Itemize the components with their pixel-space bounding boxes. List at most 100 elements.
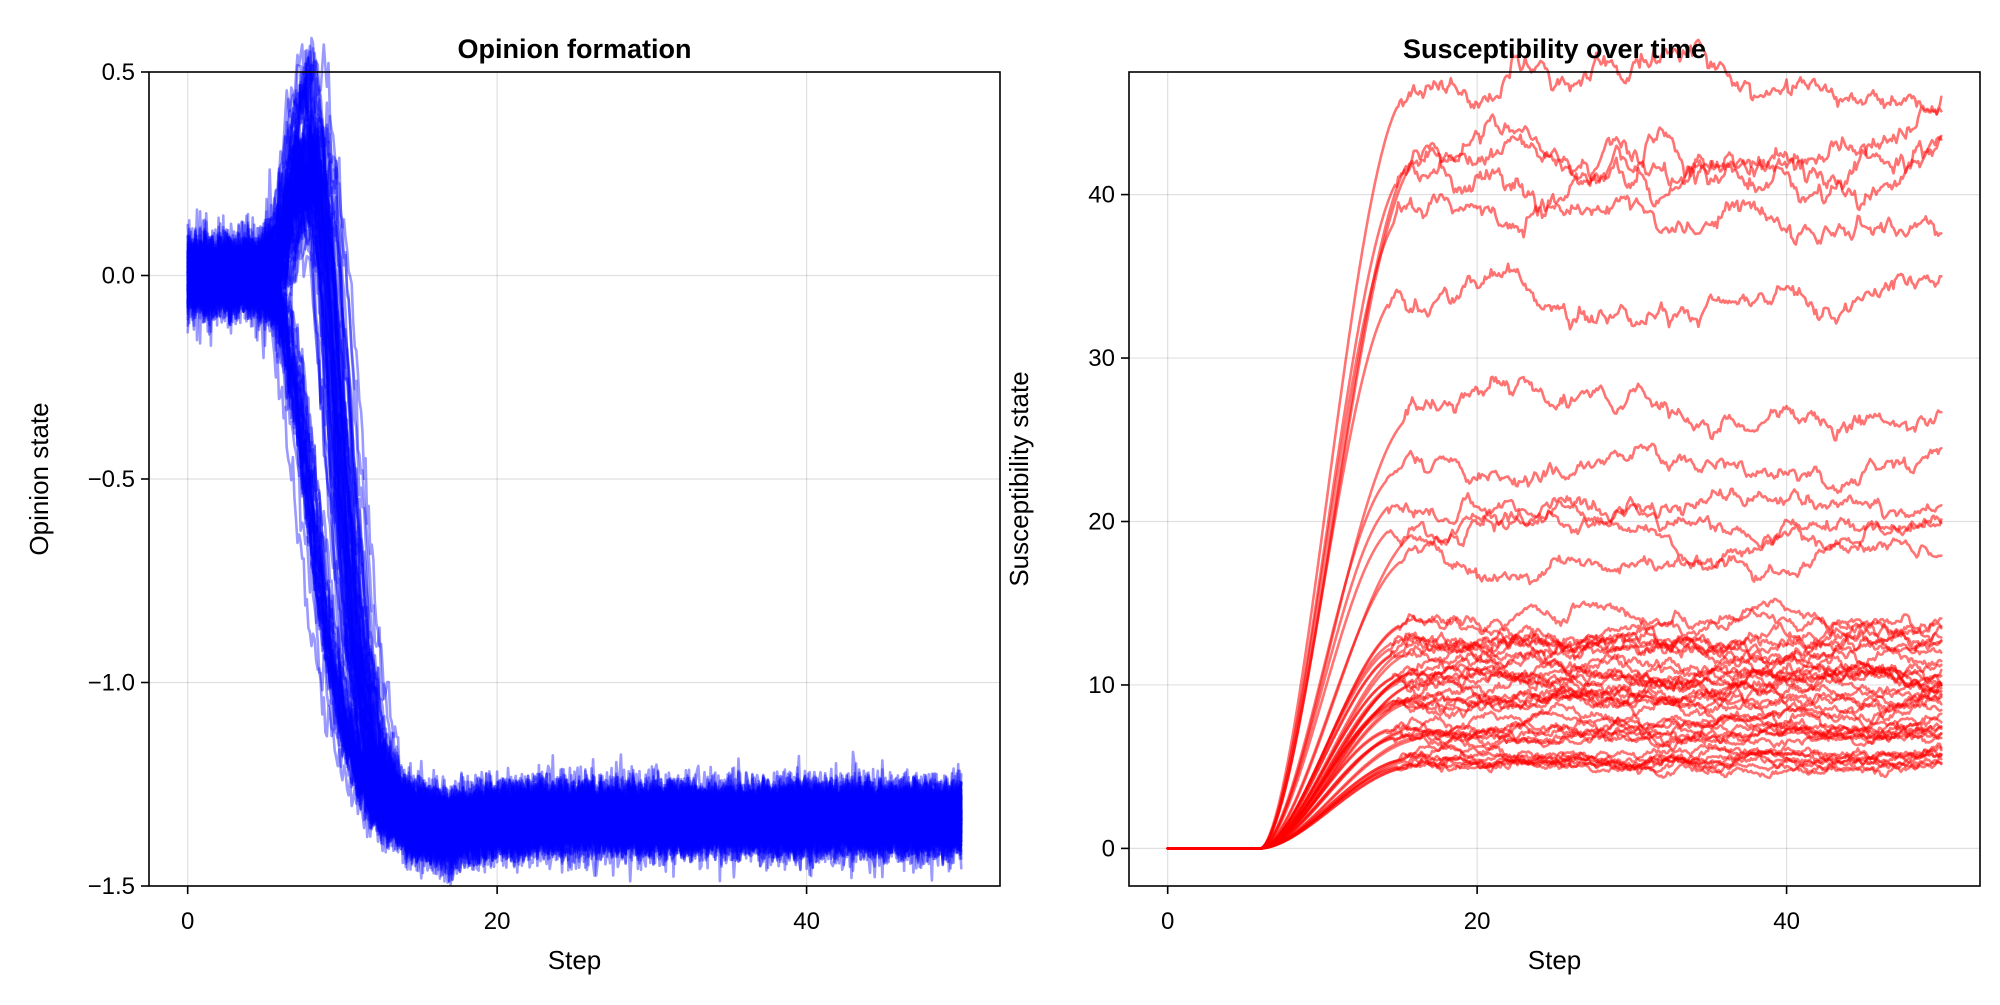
susceptibility-series-line xyxy=(1166,193,1943,850)
opinion-series-line xyxy=(186,226,963,883)
opinion-series-line xyxy=(186,244,963,854)
opinion-series-line xyxy=(186,165,963,874)
susceptibility-series-line xyxy=(1166,653,1943,850)
opinion-lines xyxy=(186,36,963,886)
opinion-series-line xyxy=(186,224,963,883)
opinion-series-line xyxy=(186,112,963,844)
opinion-series-line xyxy=(186,125,963,853)
opinion-series-line xyxy=(186,126,963,859)
opinion-x-tick-label: 40 xyxy=(793,908,820,935)
susceptibility-series-line xyxy=(1166,684,1943,850)
opinion-series-line xyxy=(186,135,963,859)
opinion-series-line xyxy=(186,232,963,870)
opinion-series-line xyxy=(186,191,963,855)
opinion-series-line xyxy=(186,232,963,861)
opinion-series-line xyxy=(186,236,963,872)
opinion-series-line xyxy=(186,247,963,853)
opinion-series-line xyxy=(186,116,963,862)
opinion-y-tick-label: −1.5 xyxy=(88,873,135,900)
opinion-series-line xyxy=(186,36,963,853)
opinion-series-line xyxy=(186,232,963,883)
opinion-series-line xyxy=(186,105,963,856)
opinion-ticks: 0 20 40 0.5 0.0 −0.5 −1.0 −1.5 xyxy=(88,59,820,935)
susceptibility-series-line xyxy=(1166,487,1943,850)
susceptibility-y-tick-label: 10 xyxy=(1088,672,1115,699)
opinion-series-line xyxy=(186,234,963,844)
opinion-series-line xyxy=(186,230,963,872)
susceptibility-y-tick-label: 0 xyxy=(1102,835,1115,862)
opinion-series-line xyxy=(186,228,963,863)
opinion-series-line xyxy=(186,114,963,853)
opinion-series-line xyxy=(186,167,963,848)
opinion-series-line xyxy=(186,84,963,866)
opinion-y-tick-label: 0.0 xyxy=(102,263,135,290)
opinion-series-line xyxy=(186,123,963,866)
opinion-series-line xyxy=(186,72,963,854)
susceptibility-lines xyxy=(1166,38,1943,850)
opinion-series-line xyxy=(186,43,963,852)
opinion-series-line xyxy=(186,62,963,870)
opinion-series-line xyxy=(186,237,963,870)
opinion-series-line xyxy=(186,230,963,848)
opinion-series-line xyxy=(186,155,963,845)
opinion-series-line xyxy=(186,133,963,871)
opinion-series-line xyxy=(186,113,963,870)
opinion-series-line xyxy=(186,214,963,845)
opinion-series-line xyxy=(186,82,963,870)
opinion-series-line xyxy=(186,125,963,857)
opinion-x-axis-label: Step xyxy=(548,945,602,975)
opinion-series-line xyxy=(186,231,963,870)
opinion-x-tick-label: 20 xyxy=(484,908,511,935)
opinion-series-line xyxy=(186,187,963,849)
opinion-series-line xyxy=(186,235,963,878)
opinion-series-line xyxy=(186,43,963,860)
susceptibility-title: Susceptibility over time xyxy=(1403,34,1706,64)
susceptibility-series-line xyxy=(1166,719,1943,850)
opinion-series-line xyxy=(186,144,963,867)
opinion-series-line xyxy=(186,236,963,880)
opinion-x-tick-label: 0 xyxy=(181,908,194,935)
opinion-y-tick-label: 0.5 xyxy=(102,59,135,86)
opinion-series-line xyxy=(186,133,963,864)
opinion-series-line xyxy=(186,173,963,845)
susceptibility-x-tick-label: 0 xyxy=(1161,908,1174,935)
opinion-series-line xyxy=(186,139,963,851)
susceptibility-y-axis-label: Susceptibility state xyxy=(1004,371,1034,586)
susceptibility-ticks: 0 20 40 0 10 20 30 40 xyxy=(1088,182,1800,935)
opinion-series-line xyxy=(186,123,963,873)
opinion-series-line xyxy=(186,227,963,867)
susceptibility-series-line xyxy=(1166,713,1943,850)
opinion-series-line xyxy=(186,130,963,854)
opinion-series-line xyxy=(186,109,963,842)
susceptibility-x-tick-label: 40 xyxy=(1773,908,1800,935)
opinion-series-line xyxy=(186,86,963,846)
opinion-series-line xyxy=(186,247,963,875)
opinion-series-line xyxy=(186,148,963,851)
opinion-series-line xyxy=(186,127,963,853)
opinion-series-line xyxy=(186,152,963,855)
opinion-series-line xyxy=(186,160,963,844)
opinion-series-line xyxy=(186,134,963,843)
susceptibility-y-tick-label: 20 xyxy=(1088,508,1115,535)
opinion-series-line xyxy=(186,72,963,857)
opinion-series-line xyxy=(186,117,963,853)
opinion-series-line xyxy=(186,212,963,859)
opinion-series-line xyxy=(186,235,963,867)
susceptibility-series-line xyxy=(1166,38,1943,850)
opinion-y-tick-label: −0.5 xyxy=(88,466,135,493)
opinion-series-line xyxy=(186,242,963,884)
opinion-series-line xyxy=(186,234,963,876)
opinion-series-line xyxy=(186,140,963,856)
opinion-y-axis-label: Opinion state xyxy=(24,402,54,555)
opinion-series-line xyxy=(186,134,963,859)
opinion-series-line xyxy=(186,63,963,851)
opinion-series-line xyxy=(186,126,963,880)
opinion-series-line xyxy=(186,127,963,857)
opinion-series-line xyxy=(186,221,963,864)
opinion-series-line xyxy=(186,241,963,860)
opinion-series-line xyxy=(186,113,963,844)
susceptibility-series-line xyxy=(1166,625,1943,850)
opinion-series-line xyxy=(186,118,963,859)
